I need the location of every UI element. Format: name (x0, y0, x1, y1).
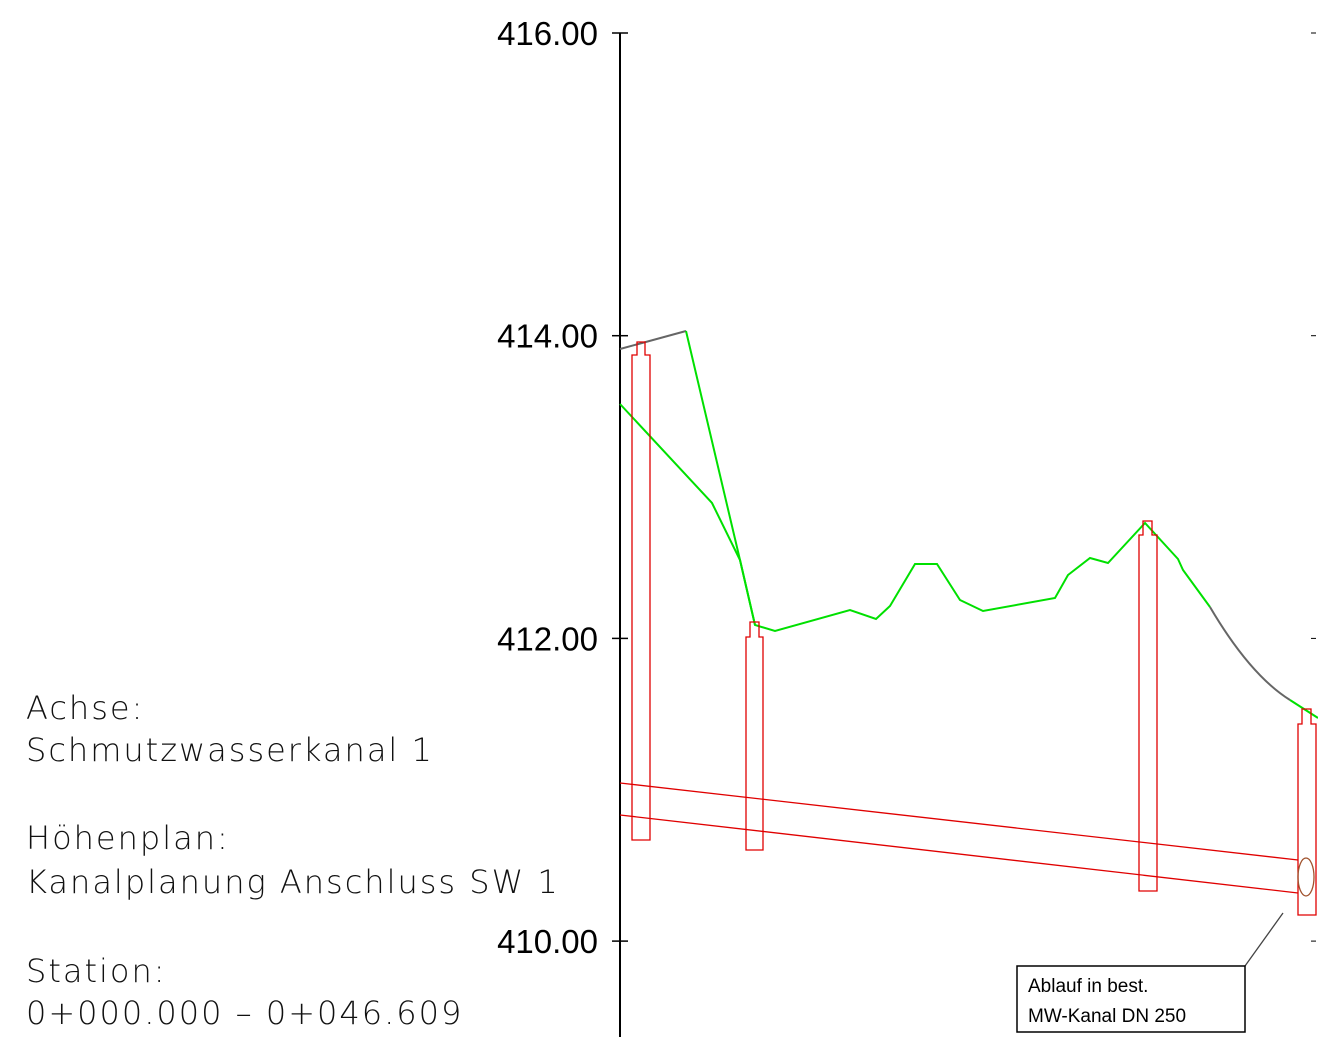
sewer (619, 341, 1317, 916)
manhole (1138, 520, 1158, 892)
info-text: 0+000.000 – 0+046.609 (26, 994, 463, 1032)
tick-label: 414.00 (497, 318, 598, 355)
callout-box (1016, 965, 1246, 1033)
callout-text: Ablauf in best. (1028, 976, 1148, 997)
info-text: Kanalplanung Anschluss SW 1 (26, 863, 560, 901)
callout-text: MW-Kanal DN 250 (1028, 1006, 1186, 1027)
existing-ground (1209, 606, 1291, 701)
pipe-crown (619, 782, 1299, 861)
info-text: Achse: (26, 689, 144, 727)
tick-label: 412.00 (497, 620, 598, 657)
manhole (745, 621, 764, 851)
existing-pipe (1297, 857, 1315, 897)
info-text: Schmutzwasserkanal 1 (26, 731, 434, 769)
info-text: Station: (26, 952, 167, 990)
pipe-invert (619, 814, 1299, 894)
manhole (1297, 708, 1317, 916)
manhole (631, 341, 651, 841)
tick-label: 410.00 (497, 923, 598, 960)
ground-line (619, 403, 1211, 633)
leader-line (1244, 912, 1284, 967)
tick-label: 416.00 (497, 15, 598, 52)
existing-ground (619, 330, 687, 350)
terrain (619, 330, 1318, 719)
info-text: Höhenplan: (26, 819, 230, 857)
